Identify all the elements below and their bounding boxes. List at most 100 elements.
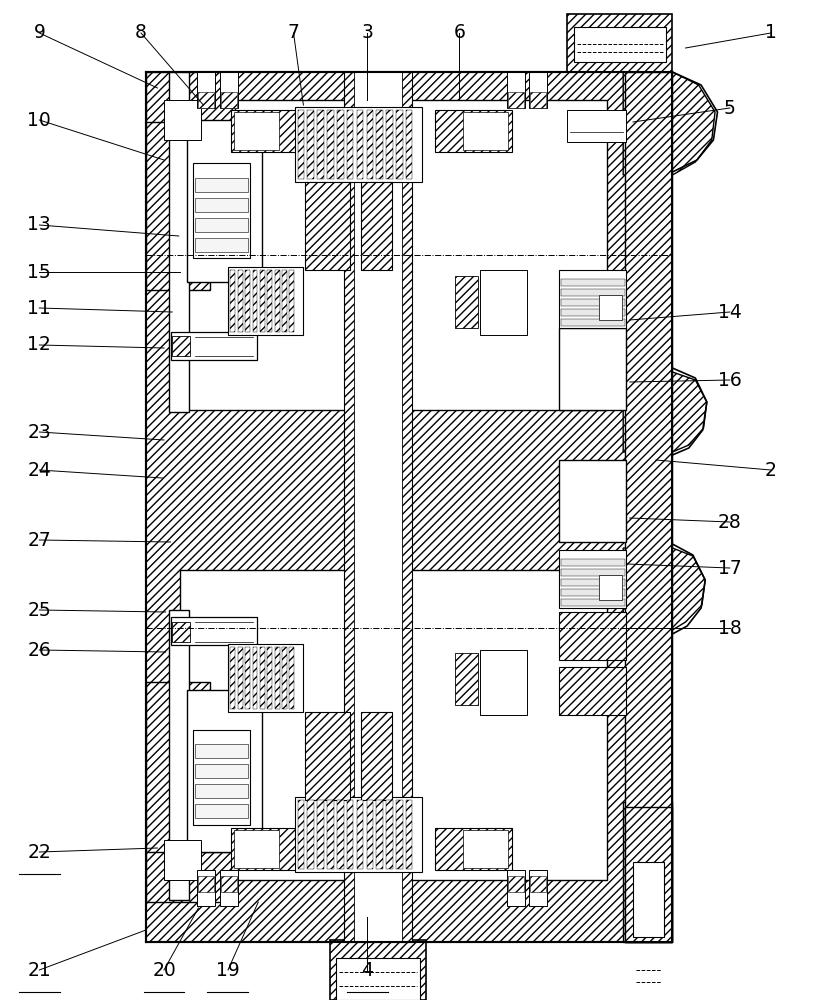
Bar [463, 112, 508, 150]
Text: 12: 12 [28, 336, 51, 355]
Bar [317, 110, 324, 179]
Text: 2: 2 [764, 460, 776, 480]
Bar [455, 653, 477, 705]
Bar [274, 270, 279, 332]
Bar [507, 92, 523, 108]
Bar [192, 163, 250, 258]
Bar [479, 270, 527, 335]
Bar [624, 72, 672, 942]
Bar [197, 92, 214, 108]
Text: 23: 23 [28, 422, 51, 442]
Bar [360, 182, 391, 270]
Bar [187, 690, 262, 852]
Bar [228, 267, 303, 335]
Bar [260, 647, 265, 709]
Bar [172, 622, 190, 642]
Bar [346, 800, 353, 869]
Bar [560, 589, 624, 596]
Bar [164, 840, 201, 880]
Bar [346, 110, 353, 179]
Bar [559, 612, 626, 660]
Bar [327, 110, 333, 179]
Bar [274, 647, 279, 709]
Bar [632, 862, 663, 937]
Bar [146, 72, 672, 942]
Bar [529, 92, 545, 108]
Text: 25: 25 [28, 600, 51, 619]
Text: 18: 18 [717, 618, 740, 638]
Bar [567, 110, 626, 142]
Bar [336, 958, 419, 1000]
Bar [560, 599, 624, 606]
Bar [573, 27, 665, 62]
Bar [506, 72, 524, 108]
Bar [463, 830, 508, 868]
Text: 10: 10 [28, 110, 51, 129]
Bar [187, 120, 262, 282]
Text: 7: 7 [287, 23, 299, 42]
Bar [506, 870, 524, 906]
Bar [386, 110, 392, 179]
Bar [197, 870, 215, 906]
Bar [219, 72, 238, 108]
Bar [295, 107, 422, 182]
Bar [598, 575, 621, 600]
Bar [560, 299, 624, 306]
Bar [297, 110, 304, 179]
Bar [267, 270, 272, 332]
Bar [230, 270, 235, 332]
Bar [146, 72, 210, 290]
Bar [295, 797, 422, 872]
Bar [560, 279, 624, 286]
Bar [192, 730, 250, 825]
Bar [170, 332, 256, 360]
Bar [386, 800, 392, 869]
Bar [195, 238, 247, 252]
Bar [233, 112, 278, 150]
Bar [559, 550, 626, 608]
Bar [228, 644, 303, 712]
Text: 14: 14 [717, 302, 741, 322]
Text: 26: 26 [28, 641, 51, 660]
Bar [356, 800, 363, 869]
Bar [282, 270, 287, 332]
Bar [559, 328, 626, 410]
Text: 9: 9 [34, 23, 45, 42]
Bar [307, 110, 314, 179]
Bar [180, 100, 606, 410]
Bar [297, 800, 304, 869]
Bar [528, 870, 546, 906]
Bar [305, 182, 350, 270]
Bar [559, 667, 626, 715]
Bar [344, 72, 411, 942]
Bar [169, 610, 189, 900]
Text: 8: 8 [135, 23, 147, 42]
Text: 20: 20 [152, 960, 175, 980]
Bar [195, 784, 247, 798]
Text: 13: 13 [28, 216, 51, 234]
Text: 16: 16 [717, 370, 740, 389]
Bar [317, 800, 324, 869]
Bar [560, 569, 624, 576]
Text: 19: 19 [216, 960, 239, 980]
Text: 24: 24 [27, 460, 52, 480]
Bar [238, 647, 242, 709]
Text: 17: 17 [717, 558, 740, 578]
Bar [219, 870, 238, 906]
Bar [195, 178, 247, 192]
Bar [305, 712, 350, 800]
Bar [560, 319, 624, 326]
Bar [559, 460, 626, 542]
Polygon shape [622, 802, 672, 942]
Bar [559, 270, 626, 328]
Bar [195, 744, 247, 758]
Bar [233, 830, 278, 868]
Bar [434, 110, 512, 152]
Bar [396, 110, 402, 179]
Text: 21: 21 [28, 960, 51, 980]
Bar [195, 198, 247, 212]
Bar [169, 72, 189, 412]
Bar [146, 72, 234, 122]
Bar [366, 800, 373, 869]
Bar [560, 309, 624, 316]
